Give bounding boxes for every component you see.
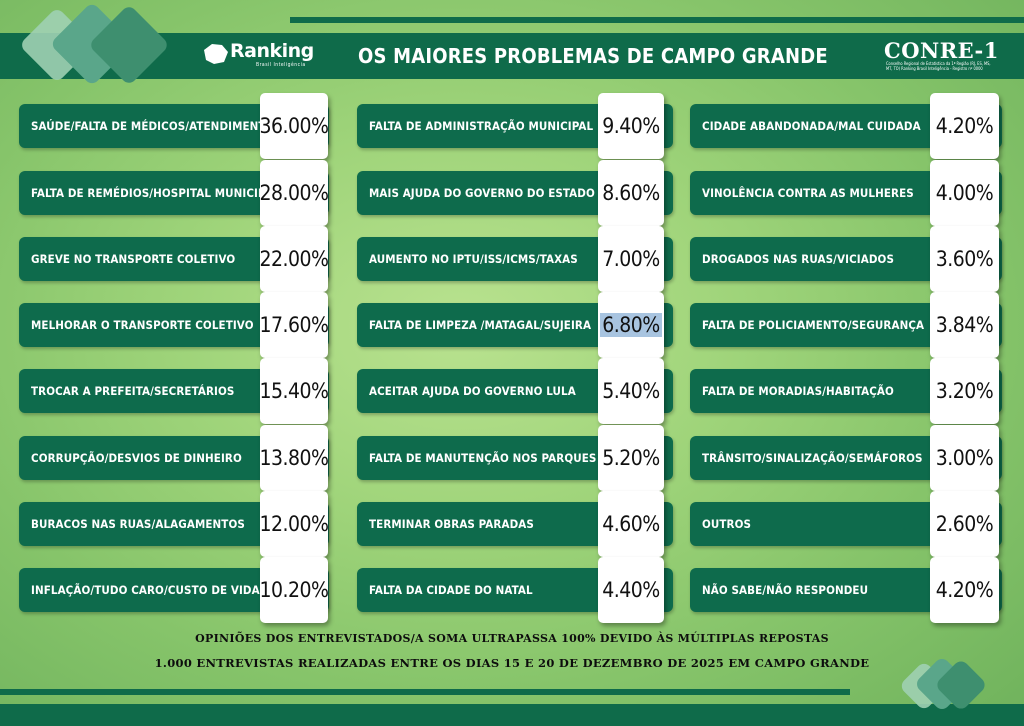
- problem-percentage: 10.20%: [259, 578, 329, 602]
- problem-percentage: 7.00%: [602, 247, 660, 271]
- problem-percentage-box: 9.40%: [598, 93, 664, 159]
- problem-percentage: 13.80%: [259, 446, 329, 470]
- problem-percentage: 6.80%: [600, 313, 662, 337]
- problem-percentage-box: 10.20%: [259, 557, 329, 623]
- problem-percentage-box: 3.84%: [930, 292, 999, 358]
- problem-percentage-box: 4.20%: [930, 557, 999, 623]
- problem-percentage-box: 13.80%: [259, 425, 329, 491]
- problem-percentage: 8.60%: [602, 181, 660, 205]
- problem-percentage: 4.20%: [935, 578, 994, 602]
- top-accent-line: [290, 17, 1024, 23]
- problem-percentage: 5.40%: [602, 379, 660, 403]
- problem-percentage: 28.00%: [259, 181, 329, 205]
- bottom-bar: [0, 704, 1024, 726]
- problem-percentage-box: 4.40%: [598, 557, 664, 623]
- problem-percentage-box: 4.60%: [598, 491, 664, 557]
- problem-percentage-box: 15.40%: [259, 358, 329, 424]
- footnote-responses: OPINIÕES DOS ENTREVISTADOS/A SOMA ULTRAP…: [195, 632, 829, 645]
- problem-percentage-box: 28.00%: [259, 160, 329, 226]
- ranking-logo-subtext: Brasil Inteligência: [256, 62, 306, 68]
- problem-percentage-box: 3.20%: [930, 358, 999, 424]
- problem-percentage: 17.60%: [259, 313, 329, 337]
- problem-percentage-box: 36.00%: [259, 93, 329, 159]
- problem-percentage: 4.40%: [602, 578, 660, 602]
- problem-percentage: 3.60%: [935, 247, 994, 271]
- problem-percentage: 36.00%: [259, 114, 329, 138]
- problem-percentage-box: 3.00%: [930, 425, 999, 491]
- problem-percentage: 3.20%: [935, 379, 994, 403]
- problem-percentage: 15.40%: [259, 379, 329, 403]
- bottom-accent-line: [0, 689, 850, 695]
- footnote-methodology: 1.000 ENTREVISTAS REALIZADAS ENTRE OS DI…: [154, 656, 870, 670]
- conre-logo-subtext: Conselho Regional de Estatística da 1ª R…: [886, 61, 991, 71]
- problem-percentage: 5.20%: [602, 446, 660, 470]
- problem-percentage-box: 7.00%: [598, 226, 664, 292]
- problem-percentage: 9.40%: [602, 114, 660, 138]
- problem-percentage-box: 4.20%: [930, 93, 999, 159]
- page-title: OS MAIORES PROBLEMAS DE CAMPO GRANDE: [358, 44, 828, 68]
- problem-percentage: 3.84%: [935, 313, 994, 337]
- problem-percentage: 4.60%: [602, 512, 660, 536]
- problem-percentage-box: 22.00%: [259, 226, 329, 292]
- problem-percentage: 12.00%: [259, 512, 329, 536]
- problem-percentage-box: 8.60%: [598, 160, 664, 226]
- problem-percentage: 22.00%: [259, 247, 329, 271]
- header-bar: [0, 33, 1024, 79]
- problem-percentage-box: 5.40%: [598, 358, 664, 424]
- ranking-logo-text: Ranking: [230, 40, 314, 62]
- problem-percentage-box: 3.60%: [930, 226, 999, 292]
- problem-percentage: 2.60%: [935, 512, 994, 536]
- conre-logo-text: CONRE-1: [884, 38, 999, 63]
- problem-percentage-box: 4.00%: [930, 160, 999, 226]
- problem-percentage-box: 2.60%: [930, 491, 999, 557]
- problem-percentage: 4.00%: [935, 181, 994, 205]
- problem-percentage: 3.00%: [935, 446, 994, 470]
- problem-percentage-box: 17.60%: [259, 292, 329, 358]
- problem-percentage-box: 5.20%: [598, 425, 664, 491]
- problem-percentage-box: 6.80%: [598, 292, 664, 358]
- problem-percentage: 4.20%: [935, 114, 994, 138]
- ranking-map-icon: [204, 44, 228, 64]
- problem-percentage-box: 12.00%: [259, 491, 329, 557]
